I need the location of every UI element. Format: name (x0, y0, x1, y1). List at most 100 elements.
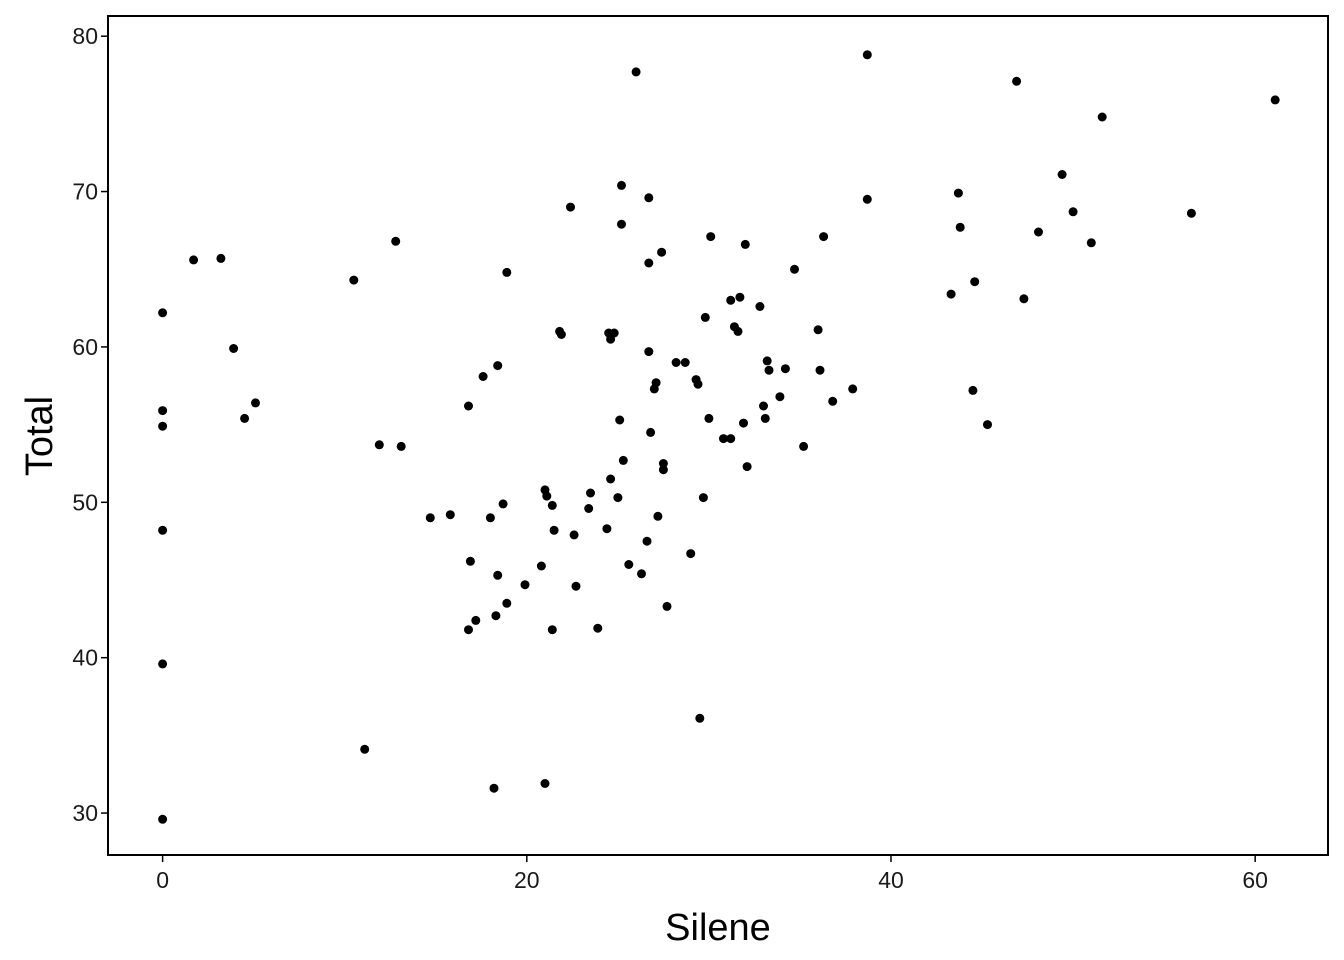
data-point-119 (1097, 112, 1107, 122)
data-point-15 (396, 441, 406, 451)
data-point-42 (569, 530, 579, 540)
data-point-100 (813, 325, 823, 335)
data-point-57 (624, 560, 634, 569)
data-point-32 (536, 561, 546, 571)
data-point-69 (658, 459, 668, 468)
data-point-64 (646, 427, 656, 437)
data-point-29 (502, 598, 512, 608)
data-point-24 (489, 783, 499, 793)
data-point-114 (1019, 294, 1029, 304)
data-point-98 (790, 264, 799, 274)
y-tick-label-40: 40 (72, 645, 98, 671)
data-point-82 (719, 434, 728, 444)
data-point-118 (1086, 238, 1096, 248)
data-point-62 (644, 258, 654, 268)
data-point-87 (735, 292, 745, 302)
data-point-61 (644, 347, 654, 357)
data-point-89 (740, 239, 750, 249)
data-point-93 (760, 413, 770, 423)
data-point-83 (726, 434, 736, 444)
data-point-31 (520, 580, 530, 590)
data-point-104 (848, 384, 858, 394)
data-point-5 (158, 814, 168, 824)
data-point-43 (571, 581, 581, 591)
data-point-77 (695, 713, 705, 723)
data-point-23 (485, 513, 495, 523)
data-point-113 (1012, 76, 1022, 86)
data-point-55 (617, 180, 626, 190)
data-point-63 (644, 193, 654, 203)
data-point-66 (651, 378, 661, 388)
y-tick-label-60: 60 (72, 334, 98, 360)
data-point-68 (657, 247, 667, 257)
data-point-44 (584, 504, 594, 513)
data-point-21 (471, 615, 481, 625)
data-point-109 (955, 222, 965, 232)
data-point-106 (862, 194, 872, 204)
data-point-40 (556, 330, 566, 339)
data-point-8 (229, 344, 239, 353)
data-point-91 (755, 302, 765, 311)
data-point-94 (762, 356, 772, 366)
x-axis-title: Silene (665, 907, 771, 949)
data-point-88 (739, 418, 748, 428)
data-point-50 (606, 474, 616, 484)
y-tick-label-70: 70 (72, 179, 98, 205)
data-point-79 (700, 312, 710, 322)
data-point-121 (1270, 95, 1280, 105)
data-point-116 (1057, 170, 1067, 179)
data-point-76 (693, 379, 703, 389)
data-point-105 (862, 50, 872, 60)
data-point-11 (349, 275, 359, 285)
data-point-78 (698, 493, 708, 503)
data-point-30 (502, 267, 512, 277)
y-tick-label-50: 50 (72, 489, 98, 515)
data-point-2 (158, 421, 168, 431)
data-point-47 (602, 524, 612, 534)
data-point-110 (968, 385, 978, 395)
data-point-6 (189, 255, 199, 265)
data-point-12 (360, 744, 370, 754)
plot-frame (107, 15, 1329, 856)
data-point-95 (764, 365, 774, 375)
data-point-108 (953, 188, 963, 198)
data-point-53 (615, 415, 625, 425)
data-point-41 (566, 202, 575, 212)
data-point-71 (662, 601, 672, 611)
data-point-117 (1068, 207, 1078, 217)
data-point-67 (653, 511, 663, 521)
x-tick-label-0: 0 (156, 867, 169, 893)
data-point-3 (158, 525, 168, 535)
data-point-54 (617, 219, 626, 229)
data-point-13 (374, 440, 384, 450)
data-point-34 (542, 491, 552, 501)
data-point-80 (704, 413, 714, 423)
data-point-27 (493, 361, 503, 371)
data-point-103 (828, 396, 838, 406)
data-point-101 (815, 365, 825, 375)
data-point-60 (642, 536, 652, 546)
data-point-96 (775, 392, 785, 402)
data-point-120 (1186, 208, 1196, 218)
data-point-46 (593, 623, 603, 633)
data-point-52 (613, 493, 623, 503)
data-point-73 (680, 358, 690, 367)
data-point-102 (819, 232, 829, 242)
data-point-4 (158, 659, 168, 669)
data-point-1 (158, 406, 168, 416)
data-point-19 (465, 556, 475, 566)
data-point-99 (799, 441, 809, 451)
data-point-25 (491, 611, 501, 621)
data-point-111 (970, 277, 980, 287)
y-tick-label-80: 80 (72, 23, 98, 49)
data-point-7 (216, 253, 226, 263)
data-point-20 (464, 625, 473, 635)
data-point-84 (726, 295, 736, 305)
x-tick-label-40: 40 (878, 867, 904, 893)
data-points (158, 50, 1280, 824)
data-point-22 (478, 372, 488, 381)
data-point-26 (493, 570, 503, 580)
data-point-59 (637, 569, 646, 579)
x-tick-label-60: 60 (1242, 867, 1268, 893)
